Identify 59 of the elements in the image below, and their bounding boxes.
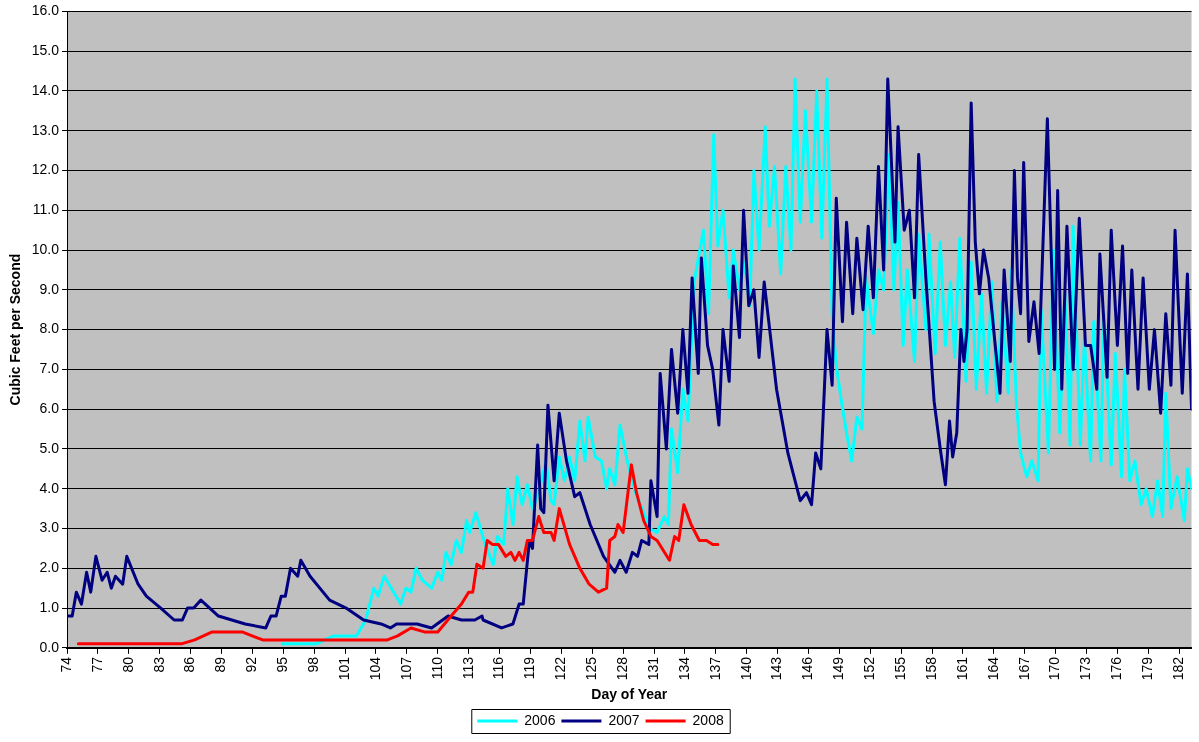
x-tick-label: 83	[150, 656, 167, 673]
y-tick-label: 5.0	[39, 439, 60, 456]
y-tick-label: 4.0	[39, 479, 60, 496]
x-tick-label: 113	[459, 656, 476, 680]
legend-label: 2006	[524, 711, 556, 728]
x-tick-label: 128	[613, 656, 630, 681]
y-tick-label: 11.0	[32, 201, 60, 218]
x-tick-label: 140	[737, 656, 754, 681]
x-tick-label: 134	[675, 656, 692, 681]
x-axis-title: Day of Year	[591, 686, 668, 703]
x-tick-label: 86	[181, 656, 198, 673]
x-tick-label: 104	[366, 656, 383, 681]
x-tick-label: 122	[552, 656, 569, 681]
x-tick-label: 179	[1139, 656, 1156, 681]
legend-label: 2007	[608, 711, 640, 728]
y-tick-label: 1.0	[39, 598, 60, 615]
x-tick-label: 110	[428, 656, 445, 680]
x-tick-label: 116	[490, 656, 507, 680]
x-tick-label: 173	[1077, 656, 1094, 681]
x-tick-label: 176	[1108, 656, 1125, 681]
x-tick-label: 155	[892, 656, 908, 681]
y-tick-label: 14.0	[31, 81, 60, 98]
x-tick-label: 149	[830, 656, 847, 681]
y-tick-label: 8.0	[39, 320, 60, 337]
y-tick-label: 0.0	[39, 638, 60, 655]
x-tick-label: 77	[88, 656, 105, 673]
x-tick-label: 131	[644, 656, 661, 681]
y-tick-label: 7.0	[39, 360, 60, 377]
x-tick-label: 119	[521, 656, 538, 680]
x-tick-label: 74	[57, 656, 74, 673]
y-tick-label: 6.0	[39, 400, 60, 417]
x-tick-label: 164	[984, 656, 1001, 681]
x-tick-label: 161	[953, 656, 970, 681]
y-tick-label: 15.0	[31, 42, 60, 59]
y-tick-label: 10.0	[31, 240, 60, 257]
x-tick-label: 107	[397, 656, 414, 681]
x-tick-label: 125	[583, 656, 600, 681]
x-tick-label: 152	[861, 656, 878, 681]
x-tick-label: 101	[335, 656, 352, 681]
y-tick-label: 12.0	[31, 161, 60, 178]
y-tick-label: 9.0	[39, 280, 60, 297]
x-tick-label: 137	[706, 656, 723, 681]
x-tick-label: 98	[305, 656, 322, 673]
y-tick-label: 3.0	[39, 519, 60, 536]
x-tick-label: 92	[243, 656, 260, 673]
legend-label: 2008	[692, 711, 724, 728]
x-tick-label: 158	[922, 656, 939, 681]
y-tick-label: 16.0	[31, 2, 60, 19]
x-tick-label: 143	[768, 656, 785, 681]
x-tick-label: 170	[1046, 656, 1063, 681]
y-axis-title: Cubic Feet per Second	[7, 253, 24, 406]
x-tick-label: 89	[212, 656, 229, 673]
x-tick-label: 80	[119, 656, 136, 673]
y-tick-label: 13.0	[31, 121, 60, 138]
x-tick-label: 182	[1170, 656, 1187, 681]
x-tick-label: 146	[799, 656, 816, 681]
y-tick-label: 2.0	[39, 559, 60, 576]
x-tick-label: 95	[274, 656, 291, 673]
x-tick-label: 167	[1015, 656, 1032, 681]
